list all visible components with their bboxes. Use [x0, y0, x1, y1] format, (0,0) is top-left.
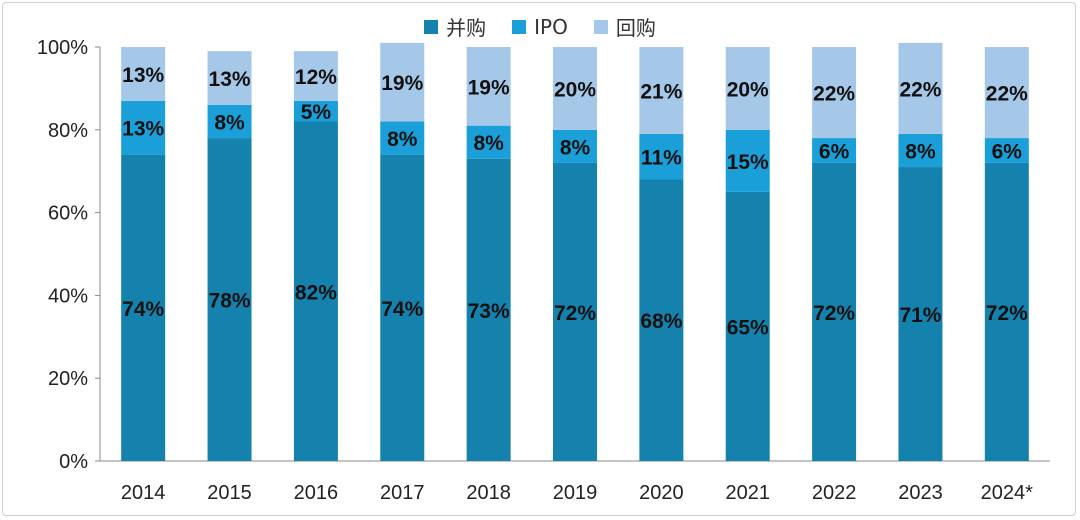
x-tick-label: 2024*: [981, 482, 1033, 504]
bar-segment: [898, 133, 943, 168]
bar-segment: [380, 121, 425, 155]
bar-segment: [812, 47, 857, 139]
legend-swatch-buyback: [593, 19, 608, 34]
y-tick-label: 60%: [48, 203, 88, 225]
bar-segment: [898, 167, 943, 461]
bar-segment: [293, 51, 338, 101]
x-tick-label: 2016: [294, 482, 339, 504]
data-label: 22%: [986, 83, 1028, 106]
bar-segment: [121, 100, 166, 155]
bar-segment: [380, 42, 425, 122]
legend-label-ma: 并购: [446, 16, 487, 40]
x-tick-label: 2019: [553, 482, 598, 504]
x-tick-label: 2014: [121, 482, 166, 504]
bar-segment: [553, 162, 597, 462]
bar-segment: [207, 51, 252, 105]
bar-segment: [639, 47, 684, 134]
legend-item-buyback: 回购: [593, 12, 656, 41]
bar-segment: [725, 191, 770, 461]
bar-segment: [725, 47, 770, 130]
data-label: 8%: [473, 132, 504, 155]
data-label: 68%: [640, 310, 682, 333]
data-label: 73%: [468, 300, 510, 323]
data-label: 74%: [122, 298, 164, 321]
data-label: 12%: [295, 66, 337, 89]
data-label: 22%: [813, 83, 855, 106]
legend-item-ma: 并购: [424, 12, 486, 41]
bar-segment: [639, 133, 684, 180]
data-label: 82%: [295, 281, 337, 304]
y-tick-label: 20%: [48, 368, 88, 390]
x-tick-label: 2018: [466, 482, 511, 504]
bar-segment: [207, 104, 252, 139]
bar-segment: [553, 47, 597, 130]
data-label: 20%: [727, 78, 769, 101]
data-label: 11%: [641, 147, 682, 170]
data-label: 13%: [209, 68, 251, 91]
y-tick-label: 40%: [48, 285, 88, 307]
legend-item-ipo: IPO: [512, 15, 568, 39]
data-label: 21%: [640, 80, 682, 103]
bar-segment: [121, 154, 166, 461]
legend-label-ipo: IPO: [534, 14, 568, 39]
data-label: 19%: [381, 72, 423, 95]
legend: 并购 IPO 回购: [0, 12, 1080, 41]
data-label: 78%: [209, 290, 251, 313]
data-label: 71%: [899, 304, 941, 327]
y-tick-label: 100%: [37, 37, 88, 59]
data-label: 74%: [381, 298, 423, 321]
bar-segment: [293, 100, 338, 122]
bar-segment: [293, 121, 338, 462]
data-label: 13%: [122, 118, 164, 141]
data-label: 72%: [554, 302, 596, 325]
data-label: 72%: [813, 302, 855, 325]
x-tick-label: 2021: [725, 482, 770, 504]
data-label: 8%: [387, 128, 418, 151]
bar-segment: [121, 47, 166, 101]
bar-segment: [984, 138, 1029, 163]
data-label: 8%: [560, 136, 591, 159]
data-label: 8%: [905, 141, 936, 164]
y-tick-label: 80%: [48, 120, 88, 142]
data-label: 8%: [214, 112, 245, 135]
bar-segment: [553, 129, 597, 163]
x-tick-label: 2020: [639, 482, 684, 504]
bar-segment: [725, 129, 770, 192]
bar-segment: [207, 138, 252, 461]
data-label: 19%: [468, 76, 510, 99]
bar-segment: [984, 162, 1029, 462]
bar-segment: [898, 42, 943, 134]
data-label: 6%: [819, 141, 850, 164]
x-tick-label: 2015: [207, 482, 252, 504]
bar-segment: [812, 162, 857, 462]
x-tick-label: 2023: [898, 482, 943, 504]
bar-segment: [466, 125, 511, 159]
data-label: 15%: [727, 151, 769, 174]
y-tick-label: 0%: [59, 451, 88, 473]
data-label: 22%: [899, 78, 941, 101]
legend-label-buyback: 回购: [615, 16, 656, 40]
legend-swatch-ipo: [512, 19, 527, 34]
x-tick-label: 2022: [812, 482, 857, 504]
bar-segment: [380, 154, 425, 461]
data-label: 5%: [301, 101, 332, 124]
data-label: 13%: [122, 64, 164, 87]
x-tick-label: 2017: [380, 482, 425, 504]
data-label: 72%: [986, 302, 1028, 325]
bar-segment: [984, 47, 1029, 139]
legend-swatch-ma: [424, 19, 439, 34]
bar-segment: [812, 138, 857, 163]
data-label: 20%: [554, 78, 596, 101]
bar-segment: [466, 47, 511, 126]
bar-segment: [466, 158, 511, 461]
bar-segment: [639, 179, 684, 462]
data-label: 65%: [727, 316, 769, 339]
data-label: 6%: [992, 141, 1023, 164]
